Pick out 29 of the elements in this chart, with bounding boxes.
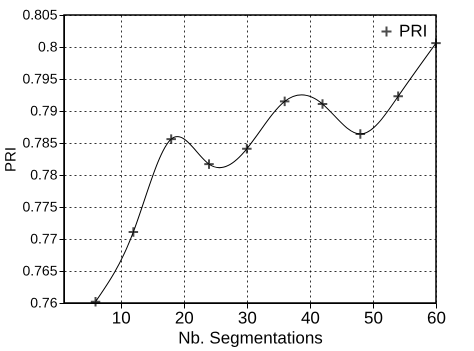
legend-label: PRI xyxy=(399,22,428,40)
y-tick-label: 0.77 xyxy=(30,230,58,246)
y-tick-label: 0.8 xyxy=(38,38,58,54)
x-tick-label: 10 xyxy=(112,308,131,328)
point xyxy=(354,128,366,140)
point xyxy=(278,96,290,108)
x-tick-label: 20 xyxy=(174,308,194,328)
y-tick-label: 0.78 xyxy=(30,166,58,182)
point xyxy=(430,37,442,49)
x-tick-label: 40 xyxy=(300,308,320,328)
point xyxy=(241,143,253,155)
x-tick-label: 50 xyxy=(364,308,383,328)
point xyxy=(165,133,177,145)
y-tick-label: 0.79 xyxy=(30,102,58,118)
y-tick-label: 0.785 xyxy=(22,134,58,150)
x-tick-label: 60 xyxy=(427,308,446,328)
point xyxy=(128,226,140,238)
y-tick-label: 0.795 xyxy=(22,70,58,86)
y-axis-title: PRI xyxy=(2,146,20,172)
y-tick-label: 0.765 xyxy=(22,262,58,278)
point xyxy=(392,90,404,102)
point xyxy=(316,98,328,110)
x-axis-title: Nb. Segmentations xyxy=(178,328,323,348)
point xyxy=(90,296,102,308)
x-tick-label: 30 xyxy=(238,308,257,328)
y-tick-label: 0.805 xyxy=(22,6,58,22)
point xyxy=(203,158,215,170)
y-tick-label: 0.76 xyxy=(30,294,58,310)
y-tick-label: 0.775 xyxy=(22,198,58,214)
